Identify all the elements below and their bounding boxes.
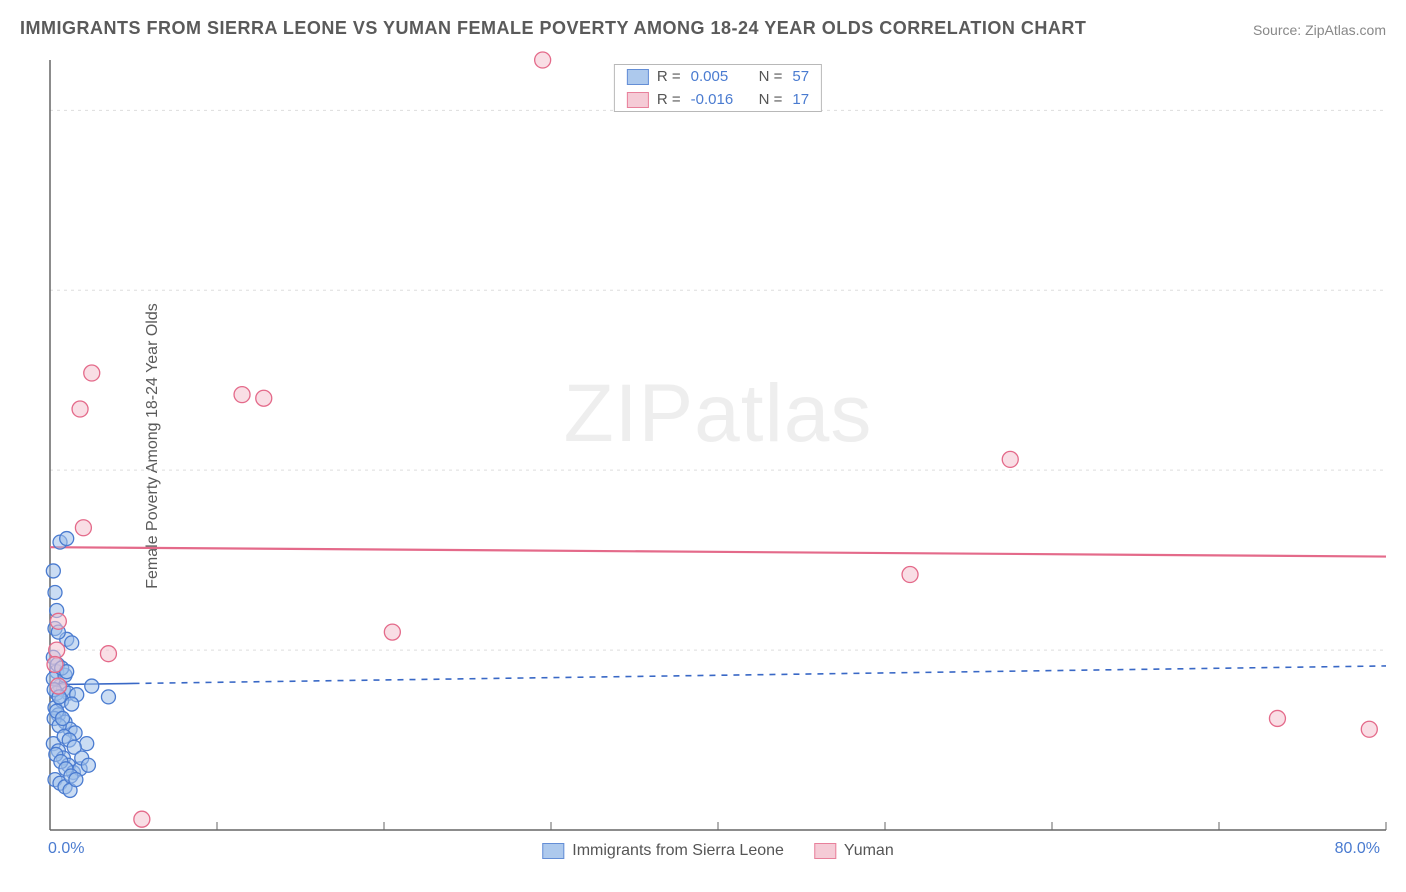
r-value-1: 0.005 <box>691 68 743 85</box>
chart-title: IMMIGRANTS FROM SIERRA LEONE VS YUMAN FE… <box>20 18 1086 39</box>
legend-row-1: R = 0.005 N = 57 <box>615 65 821 88</box>
chart-svg <box>50 60 1386 830</box>
swatch-series-2 <box>627 92 649 108</box>
n-value-1: 57 <box>792 68 809 85</box>
swatch-series-1b <box>542 843 564 859</box>
legend-item-2: Yuman <box>814 842 894 860</box>
correlation-legend: R = 0.005 N = 57 R = -0.016 N = 17 <box>614 64 822 112</box>
legend-label-2: Yuman <box>844 842 894 860</box>
legend-row-2: R = -0.016 N = 17 <box>615 88 821 111</box>
r-label: R = <box>657 91 681 108</box>
r-label: R = <box>657 68 681 85</box>
legend-item-1: Immigrants from Sierra Leone <box>542 842 784 860</box>
n-label: N = <box>759 91 783 108</box>
n-value-2: 17 <box>792 91 809 108</box>
plot-area: ZIPatlas R = 0.005 N = 57 R = -0.016 N =… <box>50 60 1386 830</box>
swatch-series-1 <box>627 69 649 85</box>
swatch-series-2b <box>814 843 836 859</box>
n-label: N = <box>759 68 783 85</box>
x-tick-max: 80.0% <box>1335 840 1380 858</box>
series-legend: Immigrants from Sierra Leone Yuman <box>542 842 893 860</box>
source-label: Source: ZipAtlas.com <box>1253 22 1386 38</box>
x-tick-min: 0.0% <box>48 840 84 858</box>
r-value-2: -0.016 <box>691 91 743 108</box>
legend-label-1: Immigrants from Sierra Leone <box>572 842 784 860</box>
